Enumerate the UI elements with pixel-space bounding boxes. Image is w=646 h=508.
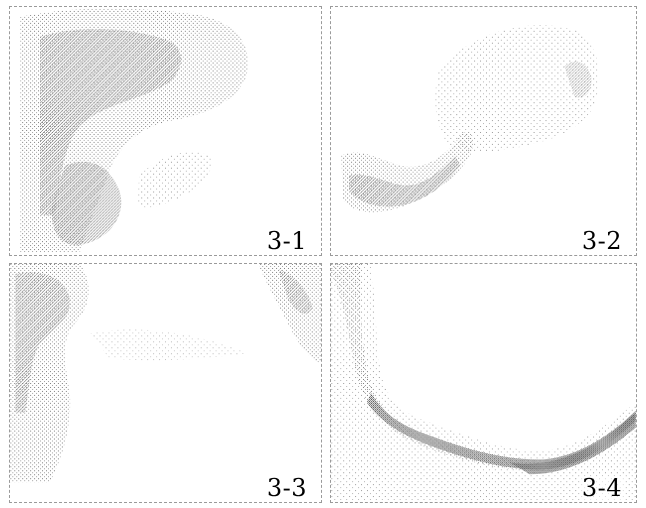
tissue-image-3-1 bbox=[20, 8, 248, 254]
panel-label-3-3: 3-3 bbox=[264, 474, 309, 502]
micrograph-panel-3-1: 3-1 bbox=[9, 6, 322, 256]
tissue-image-3-3 bbox=[10, 264, 321, 483]
tissue-image-3-2 bbox=[341, 25, 600, 213]
panel-label-3-1: 3-1 bbox=[264, 227, 309, 255]
micrograph-panel-3-3: 3-3 bbox=[9, 263, 322, 503]
micrograph-panel-3-4: 3-4 bbox=[330, 263, 637, 503]
panel-label-3-2: 3-2 bbox=[579, 227, 624, 255]
micrograph-panel-3-2: 3-2 bbox=[330, 6, 637, 256]
tissue-image-3-4 bbox=[331, 264, 636, 502]
panel-label-3-4: 3-4 bbox=[579, 474, 624, 502]
